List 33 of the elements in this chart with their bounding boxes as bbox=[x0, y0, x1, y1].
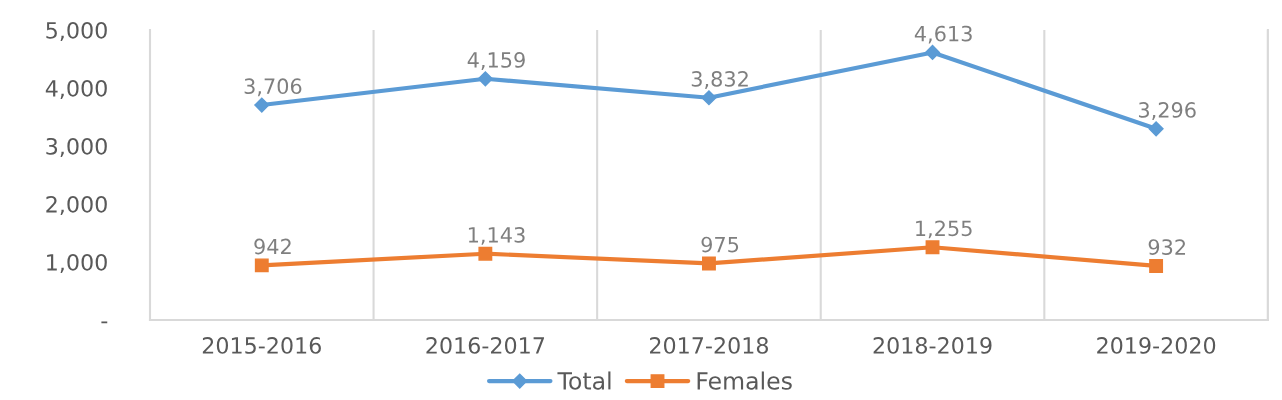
data-label: 1,255 bbox=[916, 220, 972, 239]
data-label: 3,296 bbox=[1138, 102, 1196, 120]
x-tick-label: 2015-2016 bbox=[202, 337, 321, 354]
x-tick-label: 2016-2017 bbox=[426, 337, 545, 354]
y-tick-label: 1,000 bbox=[47, 253, 107, 274]
data-label: 4,613 bbox=[914, 25, 972, 44]
x-tick-label: 2018-2019 bbox=[873, 337, 992, 354]
point bbox=[925, 240, 940, 255]
data-label: 1,143 bbox=[468, 226, 525, 245]
point bbox=[254, 258, 269, 273]
data-label: 942 bbox=[254, 238, 291, 255]
x-tick-label: 2019-2020 bbox=[1097, 337, 1216, 354]
point bbox=[1148, 121, 1164, 137]
point bbox=[924, 44, 941, 61]
point bbox=[701, 90, 717, 106]
data-label: 975 bbox=[701, 236, 739, 253]
y-tick-label: - bbox=[101, 321, 108, 324]
y-tick-label: 4,000 bbox=[45, 79, 107, 100]
legend-label: Total bbox=[557, 371, 611, 390]
point bbox=[478, 246, 493, 261]
data-label: 932 bbox=[1148, 239, 1186, 255]
y-tick-label: 5,000 bbox=[46, 21, 107, 42]
point bbox=[1149, 258, 1164, 273]
data-label: 3,706 bbox=[244, 78, 302, 97]
y-tick-label: 3,000 bbox=[46, 137, 107, 158]
point bbox=[254, 97, 270, 113]
point bbox=[702, 256, 716, 271]
legend-label: Females bbox=[697, 371, 792, 390]
data-label: 3,832 bbox=[691, 71, 748, 89]
data-label: 4,159 bbox=[467, 52, 525, 70]
y-tick-label: 2,000 bbox=[46, 195, 107, 216]
x-tick-label: 2017-2018 bbox=[650, 337, 768, 354]
point bbox=[477, 71, 493, 87]
